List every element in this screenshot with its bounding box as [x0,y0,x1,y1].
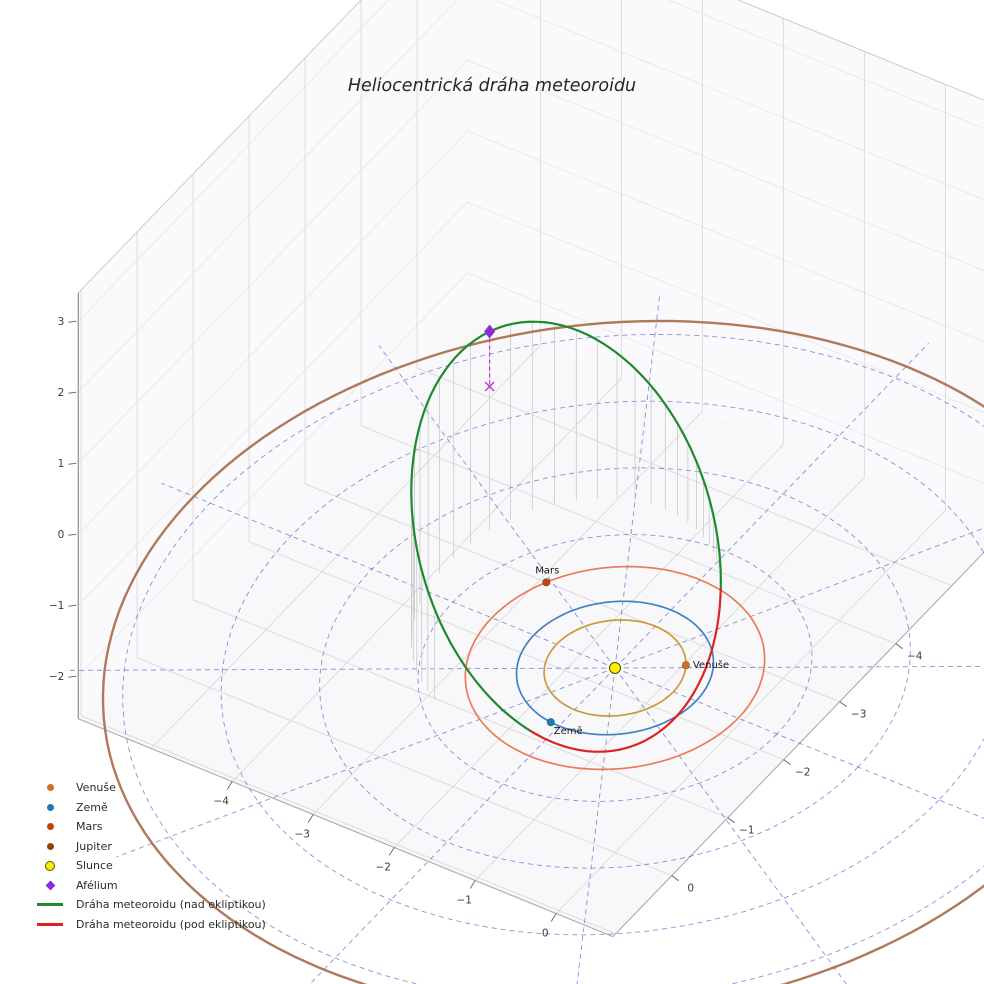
legend-item: Jupiter [30,837,266,857]
ecliptic-grid [65,294,984,984]
axis-edges [77,0,984,938]
aphelion [484,324,496,392]
planet-mars: Mars [535,565,559,587]
legend-item: Mars [30,817,266,837]
legend-marker-diamond-icon [30,880,70,891]
planet-marker-mars [542,578,551,587]
x-tick-label: −4 [213,796,229,808]
legend-label: Země [76,800,108,814]
legend-label: Jupiter [76,839,112,853]
planet-venuše: Venuše [681,659,729,671]
legend-item: Dráha meteoroidu (pod ekliptikou) [30,915,266,935]
x-tick-label: −1 [456,895,471,907]
legend-item: Venuše [30,778,266,798]
z-tick-label: 1 [58,458,65,470]
z-tick-label: 0 [58,529,65,541]
legend-marker-dot-icon [30,803,70,811]
z-tick-label: 3 [58,316,65,328]
chart-title: Heliocentrická dráha meteoroidu [347,76,637,96]
y-tick-label: −4 [907,651,923,663]
legend-marker-line-icon [30,903,70,907]
legend-label: Dráha meteoroidu (nad ekliptikou) [76,898,266,912]
legend-label: Venuše [76,781,116,795]
stem-lines [411,321,720,699]
legend-item: Afélium [30,876,266,896]
planet-label-země: Země [554,725,583,737]
orbit-země [515,600,715,736]
floor-grid [80,345,952,935]
legend-marker-dot-icon [30,842,70,850]
y-axis-ticks: −4 −3 −2 −1 0 [671,643,923,895]
legend-marker-dot-icon [30,823,70,831]
legend: Venuše Země Mars Jupiter Slunce Afélium Dráha … [30,778,266,934]
legend-marker-dot-large-icon [30,860,70,871]
legend-marker-line-icon [30,922,70,926]
legend-label: Afélium [76,878,118,892]
aphelion-foot-x-icon [484,381,495,392]
wall-grid [77,0,984,716]
meteoroid-orbit-below [529,588,722,753]
aphelion-marker [484,324,496,339]
planet-země: Země [546,718,583,737]
legend-item: Země [30,798,266,818]
z-tick-label: −1 [49,600,64,612]
planet-label-venuše: Venuše [693,659,729,671]
y-tick-label: −2 [795,767,810,779]
meteoroid-orbit-above [410,320,722,732]
y-tick-label: −1 [739,825,754,837]
z-tick-label: −2 [49,671,64,683]
legend-label: Mars [76,820,103,834]
x-tick-label: −2 [375,862,390,874]
legend-label: Dráha meteoroidu (pod ekliptikou) [76,917,266,931]
y-tick-label: 0 [687,883,694,895]
z-tick-label: 2 [58,387,65,399]
y-tick-label: −3 [851,709,866,721]
sun-marker [609,662,621,674]
orbit-mars [464,565,766,771]
legend-item: Dráha meteoroidu (nad ekliptikou) [30,895,266,915]
axis-panes [78,0,984,937]
sun [609,662,621,674]
x-tick-label: −3 [294,829,309,841]
legend-item: Slunce [30,856,266,876]
legend-marker-dot-icon [30,784,70,792]
planet-marker-země [546,718,555,727]
orbit-jupiter [101,319,984,984]
planet-marker-venuše [681,661,691,670]
orbit-venuše [543,619,687,717]
planet-label-mars: Mars [535,565,559,576]
z-axis-ticks: 3 2 1 0 −1 −2 [49,316,77,683]
legend-label: Slunce [76,859,113,873]
x-tick-label: 0 [542,928,549,940]
x-axis-ticks: −4 −3 −2 −1 0 [213,781,557,940]
